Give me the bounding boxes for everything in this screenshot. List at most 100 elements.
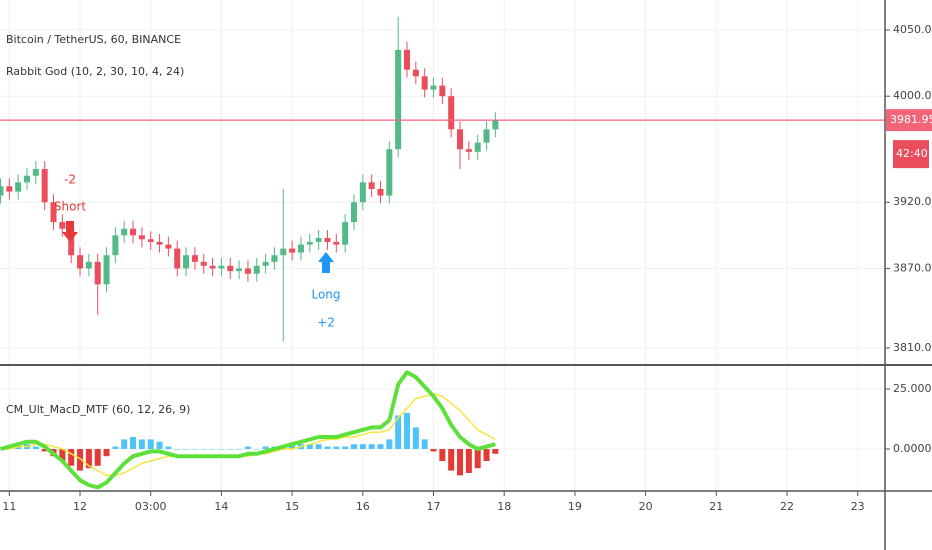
- candle-body: [280, 248, 287, 256]
- candle-body: [368, 182, 375, 189]
- candle-body: [183, 255, 190, 269]
- indicator-title: Rabbit God (10, 2, 30, 10, 4, 24): [6, 65, 184, 78]
- candle-body: [24, 175, 31, 183]
- histogram-bar: [439, 449, 446, 461]
- candle-body: [147, 239, 154, 242]
- candle-body: [41, 169, 48, 203]
- histogram-bar: [465, 449, 472, 473]
- y-tick-label: 25.0000: [893, 382, 932, 395]
- histogram-bar: [430, 449, 437, 452]
- candle-body: [483, 129, 490, 143]
- histogram-bar: [457, 449, 464, 476]
- histogram-bar: [209, 449, 216, 450]
- y-tick-label: 3870.00: [893, 261, 932, 274]
- histogram-bar: [103, 449, 110, 457]
- candle-body: [359, 182, 366, 203]
- histogram-bar: [218, 449, 225, 450]
- countdown-box: [893, 140, 929, 169]
- candle-body: [297, 244, 304, 253]
- histogram-bar: [492, 449, 499, 454]
- candle-body: [289, 248, 296, 253]
- x-tick-label: 18: [497, 500, 511, 513]
- histogram-bar: [15, 446, 22, 449]
- last-price-label: 3981.95: [890, 113, 932, 126]
- histogram-bar: [253, 449, 260, 450]
- signal-line: [0, 393, 496, 477]
- candle-body: [50, 202, 57, 223]
- candle-body: [218, 265, 225, 269]
- histogram-bar: [412, 427, 419, 449]
- candle-body: [474, 142, 481, 152]
- candle-body: [430, 85, 437, 90]
- candle-body: [324, 237, 331, 242]
- histogram-bar: [32, 446, 39, 449]
- candle-body: [333, 241, 340, 245]
- histogram-bar: [324, 446, 331, 449]
- short-signal-count: -2: [64, 173, 76, 187]
- histogram-bar: [404, 413, 411, 449]
- y-tick-label: 4000.00: [893, 89, 932, 102]
- histogram-bar: [421, 439, 428, 449]
- histogram-bar: [183, 449, 190, 450]
- candle-body: [59, 222, 66, 229]
- candle-body: [253, 265, 260, 274]
- candle-body: [68, 228, 75, 256]
- symbol-title: Bitcoin / TetherUS, 60, BINANCE: [6, 33, 181, 46]
- candle-body: [130, 228, 137, 236]
- histogram-bar: [262, 446, 269, 449]
- x-tick-label: 14: [214, 500, 228, 513]
- long-signal-label: Long: [311, 288, 340, 302]
- y-tick-label: 3810.00: [893, 341, 932, 354]
- candle-body: [421, 76, 428, 90]
- candle-body: [306, 241, 313, 245]
- x-tick-label: 03:00: [135, 500, 167, 513]
- y-tick-label: 3920.00: [893, 195, 932, 208]
- candle-body: [244, 268, 251, 274]
- histogram-bar: [377, 444, 384, 449]
- histogram-bar: [77, 449, 84, 471]
- candle-body: [77, 255, 84, 269]
- histogram-bar: [147, 439, 154, 449]
- candle-body: [156, 241, 163, 245]
- long-arrow: [318, 252, 334, 273]
- x-tick-label: 21: [709, 500, 723, 513]
- candle-body: [121, 228, 128, 236]
- x-tick-label: 17: [427, 500, 441, 513]
- candle-body: [165, 244, 172, 249]
- histogram-bar: [350, 444, 357, 449]
- histogram-bar: [306, 444, 313, 449]
- grid: [0, 0, 885, 490]
- candle-body: [262, 261, 269, 266]
- candle-body: [138, 235, 145, 240]
- histogram-bar: [191, 449, 198, 450]
- histogram-bar: [315, 444, 322, 449]
- candle-body: [94, 261, 101, 285]
- candle-body: [315, 237, 322, 242]
- candle-body: [342, 222, 349, 245]
- candle-body: [103, 255, 110, 285]
- histogram-bar: [368, 444, 375, 449]
- candle-body: [6, 186, 13, 192]
- histogram-bar: [333, 446, 340, 449]
- histogram-bar: [227, 449, 234, 450]
- candle-body: [395, 49, 402, 150]
- histogram-bar: [112, 446, 119, 449]
- histogram-bar: [244, 446, 251, 449]
- histogram-bar: [289, 444, 296, 449]
- candle-body: [15, 182, 22, 192]
- histogram-bar: [174, 449, 181, 450]
- candle-body: [209, 265, 216, 269]
- histogram-bar: [359, 444, 366, 449]
- histogram-bar: [85, 449, 92, 469]
- candle-body: [404, 49, 411, 70]
- candle-body: [412, 69, 419, 77]
- histogram-bar: [483, 449, 490, 461]
- candle-body: [448, 96, 455, 130]
- candle-body: [32, 169, 39, 176]
- histogram-bar: [165, 446, 172, 449]
- x-tick-label: 20: [639, 500, 653, 513]
- candle-body: [271, 255, 278, 262]
- x-tick-label: 16: [356, 500, 370, 513]
- histogram-bar: [386, 439, 393, 449]
- x-tick-label: 11: [2, 500, 16, 513]
